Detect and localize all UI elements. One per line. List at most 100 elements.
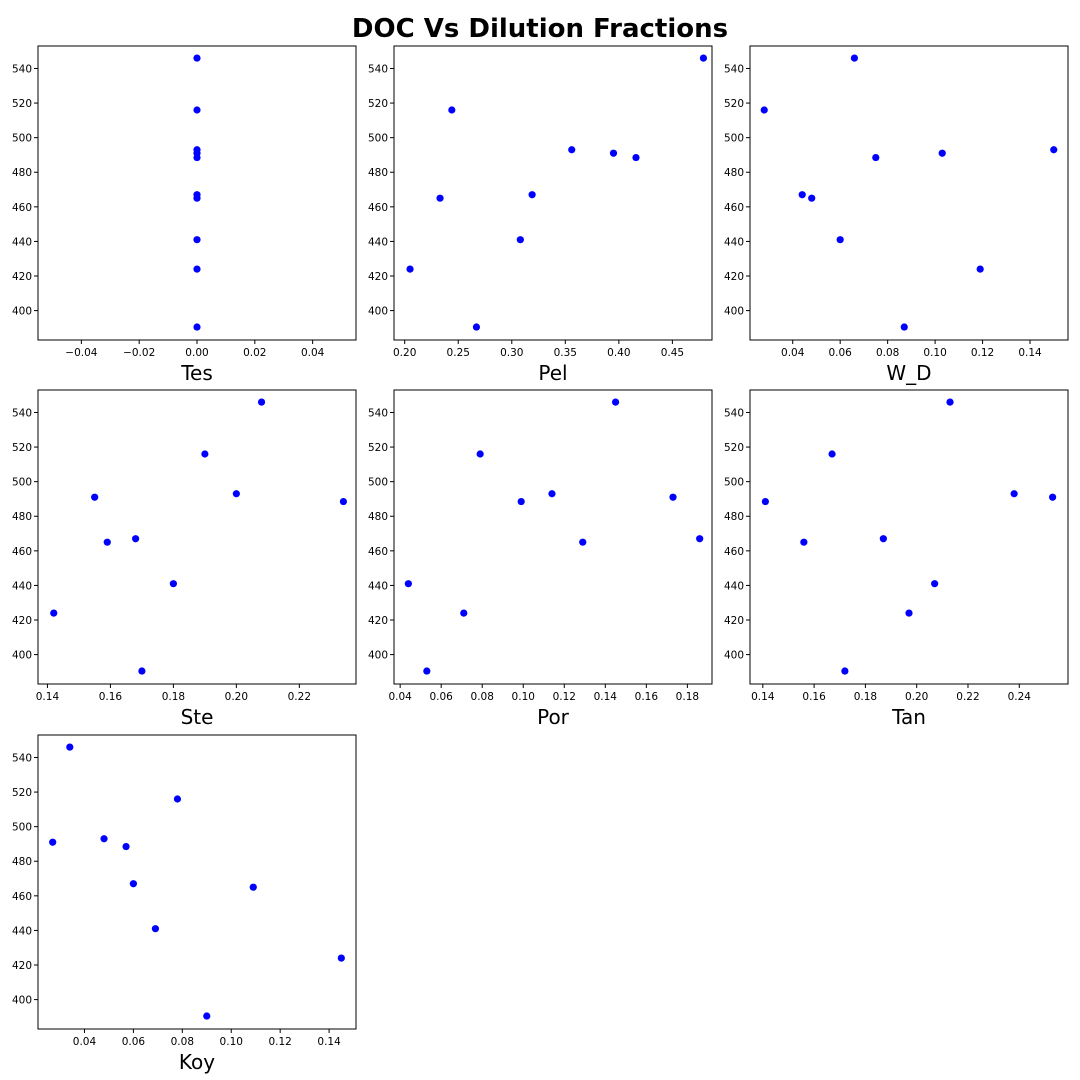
y-tick-label: 400: [12, 306, 32, 318]
x-tick-label: 0.14: [751, 691, 775, 703]
y-tick-label: 540: [368, 63, 388, 75]
data-point: [100, 835, 108, 843]
x-tick-label: 0.10: [512, 691, 535, 703]
data-point: [257, 398, 266, 406]
data-point: [517, 497, 525, 506]
subplot-koy: 400 420 440 460 480 500 520 540 0.04 0.06 0.08 0.10…: [12, 734, 357, 1074]
x-tick-label: 0.04: [781, 347, 805, 359]
y-tick-label: 440: [368, 236, 388, 248]
x-axis-label: W_D: [886, 361, 931, 385]
y-tick-label: 480: [724, 511, 744, 523]
x-tick-label: 0.14: [317, 1036, 341, 1048]
data-point: [1010, 490, 1018, 498]
axes-frame: [37, 734, 357, 1030]
data-point: [193, 194, 201, 202]
y-tick-label: 420: [724, 271, 744, 283]
y-tick-label: 420: [724, 615, 744, 627]
x-tick-label: −0.04: [65, 347, 97, 359]
x-tick-label: 0.16: [635, 691, 659, 703]
data-point: [669, 493, 677, 501]
y-tick-label: 500: [724, 477, 744, 489]
subplot-tes: 400 420 440 460 480 500 520 540 −0.04 −0.02 0.00 0.…: [12, 45, 357, 385]
y-tick-label: 500: [724, 133, 744, 145]
x-tick-label: 0.14: [36, 691, 60, 703]
data-point: [122, 842, 130, 851]
data-point: [516, 236, 524, 244]
data-point: [337, 954, 345, 962]
x-tick-label: −0.02: [123, 347, 155, 359]
y-tick-label: 480: [12, 167, 32, 179]
data-point: [472, 323, 481, 331]
y-tick-label: 480: [368, 511, 388, 523]
data-point: [169, 580, 177, 588]
y-tick-label: 500: [12, 477, 32, 489]
data-point: [249, 883, 257, 891]
x-tick-label: 0.12: [553, 691, 576, 703]
x-tick-label: 0.20: [393, 347, 416, 359]
data-point: [232, 490, 240, 498]
x-tick-label: 0.18: [854, 691, 877, 703]
y-tick-label: 400: [724, 306, 744, 318]
y-tick-label: 440: [368, 580, 388, 592]
x-tick-label: 0.12: [268, 1036, 291, 1048]
data-point: [193, 265, 201, 273]
data-point: [476, 450, 484, 458]
x-tick-label: 0.20: [905, 691, 928, 703]
y-tick-label: 420: [368, 271, 388, 283]
y-tick-label: 500: [368, 133, 388, 145]
y-tick-label: 420: [368, 615, 388, 627]
data-point: [448, 106, 456, 114]
data-point: [946, 398, 954, 406]
y-tick-label: 520: [724, 442, 744, 454]
data-point: [579, 538, 587, 546]
y-tick-label: 540: [368, 407, 388, 419]
x-tick-label: 0.45: [661, 347, 684, 359]
x-tick-label: 0.10: [220, 1036, 243, 1048]
data-point: [841, 667, 849, 675]
subplot-por: 400 420 440 460 480 500 520 540 0.04 0.06 0.08 0.10…: [368, 389, 713, 729]
y-tick-label: 400: [12, 995, 32, 1007]
data-point: [1050, 146, 1058, 154]
x-tick-label: 0.22: [288, 691, 311, 703]
data-point: [1049, 493, 1057, 501]
x-tick-label: 0.18: [162, 691, 185, 703]
data-point: [696, 535, 704, 543]
data-point: [938, 149, 946, 157]
x-tick-label: 0.30: [500, 347, 523, 359]
subplot-pel: 400 420 440 460 480 500 520 540 0.20 0.25 0.30 0.35…: [368, 45, 713, 385]
subplot-tan: 400 420 440 460 480 500 520 540 0.14 0.16 0.18 0.20…: [724, 389, 1069, 729]
x-tick-label: 0.16: [99, 691, 123, 703]
y-tick-label: 500: [368, 477, 388, 489]
axes-frame: [749, 45, 1069, 341]
x-tick-label: 0.06: [429, 691, 453, 703]
x-tick-label: 0.10: [923, 347, 946, 359]
y-tick-label: 520: [368, 442, 388, 454]
data-point: [828, 450, 836, 458]
data-point: [760, 106, 768, 114]
subplot-wd: 400 420 440 460 480 500 520 540 0.04 0.06 0.08 0.10…: [724, 45, 1069, 385]
y-tick-label: 400: [368, 306, 388, 318]
x-tick-label: 0.02: [243, 347, 266, 359]
y-tick-label: 460: [12, 891, 32, 903]
data-point: [836, 236, 844, 244]
data-point: [761, 497, 769, 506]
y-tick-label: 460: [724, 202, 744, 214]
data-point: [976, 265, 984, 273]
figure-title: DOC Vs Dilution Fractions: [351, 14, 729, 44]
x-tick-label: 0.08: [876, 347, 899, 359]
data-point: [103, 538, 111, 546]
x-tick-label: 0.18: [676, 691, 699, 703]
y-tick-label: 520: [12, 98, 32, 110]
data-point: [201, 450, 209, 458]
x-tick-label: 0.08: [471, 691, 494, 703]
data-point: [699, 54, 708, 62]
x-tick-label: 0.14: [594, 691, 618, 703]
y-tick-label: 500: [12, 133, 32, 145]
x-tick-label: 0.04: [388, 691, 412, 703]
y-tick-label: 440: [724, 236, 744, 248]
data-point: [173, 795, 182, 803]
data-point: [193, 323, 201, 331]
x-axis-label: Por: [537, 705, 570, 729]
x-tick-label: 0.25: [447, 347, 470, 359]
